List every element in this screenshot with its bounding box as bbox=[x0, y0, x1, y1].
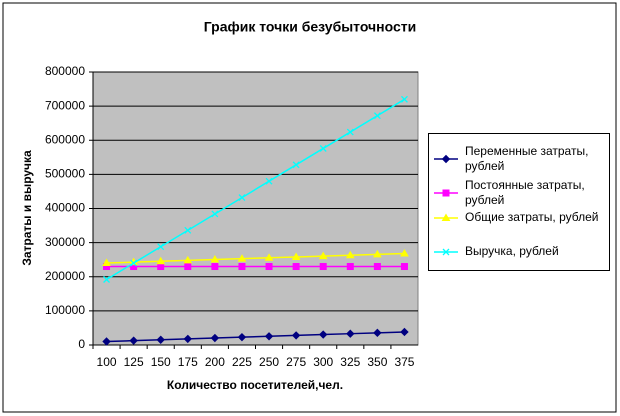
legend-item: Общие затраты, рублей bbox=[433, 210, 605, 225]
legend: Переменные затраты, рублей Постоянные зат… bbox=[428, 133, 610, 271]
marker bbox=[264, 332, 274, 341]
marker bbox=[373, 328, 382, 338]
marker bbox=[441, 154, 451, 164]
marker bbox=[346, 329, 355, 338]
marker bbox=[400, 327, 409, 337]
marker bbox=[238, 194, 246, 202]
marker bbox=[292, 263, 300, 271]
legend-item: Постоянные затраты, рублей bbox=[433, 178, 605, 208]
x-tick-label: 150 bbox=[151, 355, 171, 369]
marker bbox=[183, 334, 192, 344]
marker bbox=[210, 333, 220, 343]
x-tick-label: 350 bbox=[367, 355, 387, 369]
series-line bbox=[106, 252, 405, 264]
marker bbox=[292, 161, 300, 169]
marker bbox=[130, 259, 138, 267]
marker bbox=[346, 128, 354, 136]
series-line bbox=[106, 331, 405, 343]
x-tick-label: 175 bbox=[178, 355, 198, 369]
marker bbox=[441, 213, 451, 221]
marker bbox=[184, 226, 192, 234]
marker bbox=[211, 263, 219, 271]
marker bbox=[319, 144, 327, 152]
x-axis-label: Количество посетителей,чел. bbox=[167, 378, 343, 392]
marker bbox=[211, 210, 219, 218]
x-tick-label: 300 bbox=[313, 355, 333, 369]
y-axis-label: Затраты и выручка bbox=[20, 150, 34, 266]
legend-item: Выручка, рублей bbox=[433, 244, 605, 259]
marker bbox=[291, 252, 301, 260]
marker bbox=[373, 263, 381, 271]
marker bbox=[157, 263, 165, 271]
legend-swatch bbox=[434, 248, 458, 255]
legend-label: Переменные затраты, рублей bbox=[465, 144, 589, 173]
marker bbox=[102, 337, 111, 346]
y-tick-label: 300000 bbox=[45, 235, 85, 249]
marker bbox=[319, 263, 327, 271]
series-line bbox=[106, 98, 405, 281]
y-tick-label: 0 bbox=[78, 337, 85, 351]
marker bbox=[156, 335, 165, 344]
marker bbox=[373, 249, 382, 258]
legend-swatch bbox=[434, 154, 458, 164]
marker bbox=[291, 331, 301, 340]
marker bbox=[103, 276, 111, 283]
legend-label: Общие затраты, рублей bbox=[465, 210, 599, 224]
x-tick-label: 250 bbox=[259, 355, 279, 369]
marker bbox=[183, 255, 193, 264]
marker bbox=[237, 332, 247, 342]
x-tick-label: 225 bbox=[232, 355, 252, 369]
chart-title: График точки безубыточности bbox=[204, 19, 417, 35]
marker bbox=[237, 254, 247, 262]
marker bbox=[442, 189, 450, 197]
legend-label: Постоянные затраты, рублей bbox=[465, 178, 585, 207]
legend-swatch bbox=[434, 213, 458, 221]
x-tick-label: 375 bbox=[394, 355, 414, 369]
y-tick-label: 800000 bbox=[45, 64, 85, 78]
legend-swatch bbox=[434, 189, 458, 197]
marker bbox=[373, 112, 381, 120]
marker bbox=[157, 243, 165, 251]
marker bbox=[346, 263, 354, 271]
marker bbox=[400, 95, 408, 103]
marker bbox=[318, 251, 328, 260]
y-tick-label: 200000 bbox=[45, 269, 85, 283]
marker bbox=[238, 263, 246, 271]
marker bbox=[156, 256, 166, 265]
y-tick-label: 400000 bbox=[45, 201, 85, 215]
marker bbox=[265, 263, 273, 271]
y-tick-label: 600000 bbox=[45, 132, 85, 146]
marker bbox=[400, 263, 408, 271]
marker bbox=[400, 248, 409, 257]
x-tick-label: 325 bbox=[340, 355, 360, 369]
marker bbox=[319, 330, 328, 339]
x-tick-label: 200 bbox=[205, 355, 225, 369]
legend-label: Выручка, рублей bbox=[465, 244, 559, 258]
marker bbox=[265, 177, 273, 185]
x-tick-label: 125 bbox=[124, 355, 144, 369]
marker bbox=[264, 253, 274, 261]
marker bbox=[129, 336, 138, 345]
x-tick-label: 275 bbox=[286, 355, 306, 369]
y-tick-label: 100000 bbox=[45, 303, 85, 317]
y-tick-label: 700000 bbox=[45, 98, 85, 112]
x-tick-label: 100 bbox=[97, 355, 117, 369]
legend-item: Переменные затраты, рублей bbox=[433, 144, 605, 174]
marker bbox=[210, 255, 220, 263]
marker bbox=[345, 250, 355, 259]
marker bbox=[442, 248, 450, 255]
marker bbox=[184, 263, 192, 271]
marker bbox=[102, 258, 111, 267]
y-tick-label: 500000 bbox=[45, 167, 85, 181]
